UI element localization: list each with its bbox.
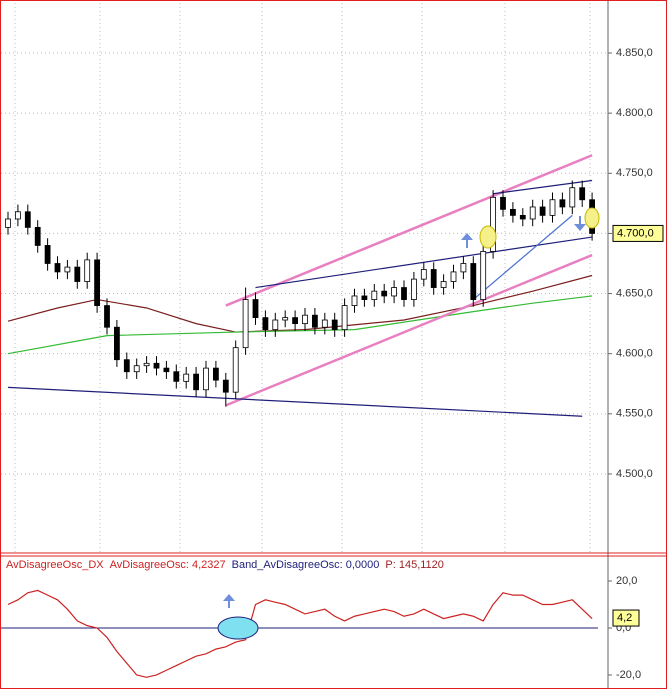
candle-body [341, 305, 348, 331]
candle-body [173, 371, 180, 382]
down-arrow [574, 216, 586, 231]
candle-body [420, 269, 427, 280]
candle-body [460, 263, 467, 273]
candle-body [153, 362, 160, 369]
candle-body [430, 269, 437, 288]
highlight [217, 616, 259, 640]
candle-body [163, 367, 170, 373]
candle-body [490, 196, 497, 252]
candle-body [242, 299, 249, 349]
last-value-box [612, 224, 664, 242]
candle-body [351, 295, 358, 306]
overlay-line [7, 386, 583, 417]
candle-body [222, 379, 229, 393]
candle-body [559, 199, 566, 208]
candle-body [480, 251, 487, 300]
legend-entry: AvDisagreeOsc: 4,2327 [110, 559, 226, 571]
candle-body [569, 187, 576, 208]
candle-body [104, 305, 110, 328]
last-value-label: 4.700,0 [617, 227, 654, 239]
oscillator-line [7, 589, 593, 678]
candle-body [361, 295, 368, 300]
up-arrow [223, 594, 235, 608]
y-tick-label: 4.650,0 [616, 287, 653, 299]
y-tick-label: -20,0 [616, 669, 641, 681]
candle-body [549, 199, 556, 216]
candle-body [292, 317, 299, 325]
candle-body [64, 266, 71, 273]
last-value-box [612, 609, 640, 627]
candle-body [114, 326, 120, 361]
candle-body [282, 317, 289, 321]
last-value-label: 4,2 [617, 612, 632, 624]
candle-body [440, 281, 447, 288]
candle-body [272, 319, 279, 331]
candle-body [500, 196, 506, 210]
candle-body [133, 365, 140, 373]
candle-body [410, 278, 417, 300]
y-tick-label: 4.600,0 [616, 348, 653, 360]
candle-body [232, 347, 239, 393]
candle-body [193, 373, 200, 391]
y-tick-label: 20,0 [616, 575, 637, 587]
candle-body [302, 314, 308, 325]
candle-body [183, 373, 190, 382]
highlight [584, 207, 600, 229]
y-tick-label: 4.550,0 [616, 408, 653, 420]
highlight [479, 225, 497, 249]
candle-body [262, 317, 269, 331]
candle-body [331, 319, 338, 331]
candle-body [34, 227, 41, 246]
candle-body [470, 263, 477, 300]
candle-body [94, 259, 100, 306]
overlay-line [225, 154, 593, 307]
candle-body [212, 367, 219, 381]
candle-body [14, 211, 21, 220]
overlay-line [493, 179, 593, 195]
candle-body [539, 206, 546, 216]
overlay-line [7, 295, 593, 355]
legend: AvDisagreeOsc_DX AvDisagreeOsc: 4,2327 Ban… [6, 559, 444, 571]
legend-entry: AvDisagreeOsc_DX [6, 559, 104, 571]
candle-body [509, 208, 516, 216]
candle-body [311, 314, 318, 328]
candle-body [401, 287, 407, 300]
candle-body [54, 263, 61, 273]
overlay-line [225, 253, 593, 407]
y-tick-label: 4.750,0 [616, 167, 653, 179]
candle-body [74, 266, 81, 282]
legend-entry: P: 145,1120 [385, 559, 444, 571]
candle-body [5, 218, 11, 228]
candle-body [579, 187, 586, 201]
candle-body [529, 206, 536, 220]
candle-body [84, 259, 91, 282]
candle-body [391, 287, 398, 297]
y-tick-label: 4.850,0 [616, 47, 653, 59]
candle-body [321, 319, 328, 328]
candle-body [252, 299, 259, 319]
candle-body [203, 367, 209, 391]
candle-body [450, 271, 457, 282]
candle-body [519, 214, 526, 220]
y-tick-label: 4.800,0 [616, 107, 653, 119]
candle-body [143, 362, 150, 367]
candle-body [44, 245, 51, 264]
up-arrow [461, 233, 473, 248]
candle-body [371, 290, 378, 300]
candle-body [24, 211, 31, 228]
legend-entry: Band_AvDisagreeOsc: 0,0000 [232, 559, 380, 571]
overlay-line [472, 214, 573, 301]
candle-body [381, 290, 388, 297]
y-tick-label: 4.500,0 [616, 468, 653, 480]
candle-body [123, 359, 130, 373]
